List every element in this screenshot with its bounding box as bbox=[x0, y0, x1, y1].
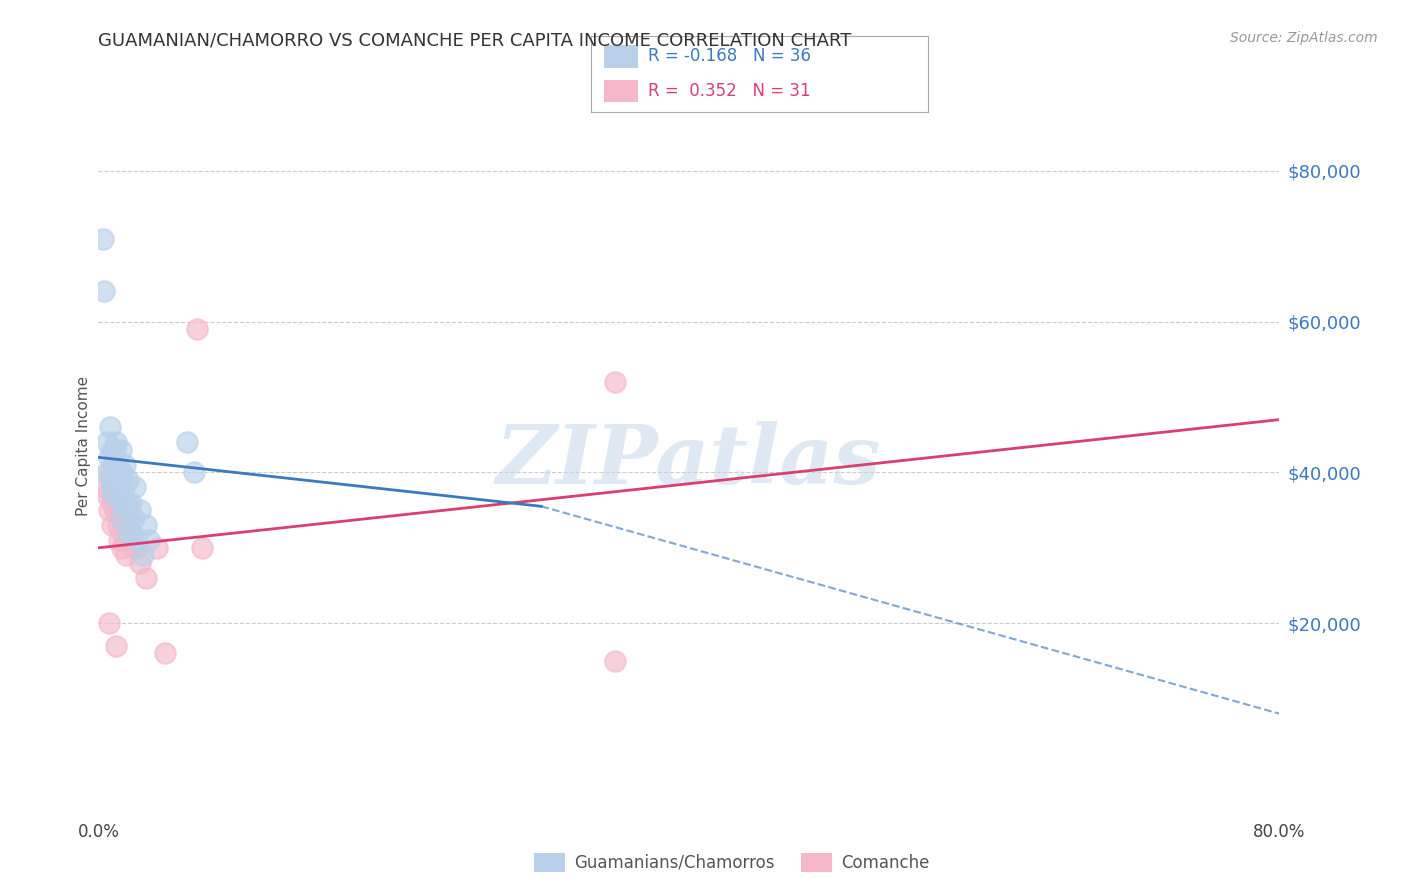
Point bbox=[111, 541, 134, 555]
Point bbox=[97, 450, 120, 465]
Point bbox=[98, 473, 121, 487]
Point bbox=[96, 488, 118, 502]
Point bbox=[97, 503, 120, 517]
Point bbox=[112, 518, 135, 533]
Point bbox=[107, 466, 129, 480]
Point bbox=[122, 510, 145, 524]
Point bbox=[605, 375, 627, 389]
Point bbox=[96, 466, 118, 480]
Text: GUAMANIAN/CHAMORRO VS COMANCHE PER CAPITA INCOME CORRELATION CHART: GUAMANIAN/CHAMORRO VS COMANCHE PER CAPIT… bbox=[98, 31, 852, 49]
Point bbox=[105, 435, 128, 450]
Point bbox=[183, 466, 205, 480]
Point bbox=[117, 525, 139, 540]
Point bbox=[100, 442, 122, 457]
Point bbox=[118, 503, 141, 517]
Point bbox=[115, 495, 138, 509]
Point bbox=[135, 518, 157, 533]
Text: R =  0.352   N = 31: R = 0.352 N = 31 bbox=[648, 82, 810, 100]
Y-axis label: Per Capita Income: Per Capita Income bbox=[76, 376, 91, 516]
Text: Source: ZipAtlas.com: Source: ZipAtlas.com bbox=[1230, 31, 1378, 45]
Point bbox=[117, 510, 139, 524]
Point bbox=[93, 480, 115, 494]
Point bbox=[128, 556, 150, 570]
Point bbox=[98, 420, 121, 434]
Point bbox=[191, 541, 214, 555]
Point bbox=[176, 435, 198, 450]
Point bbox=[110, 510, 132, 524]
Point bbox=[186, 322, 208, 336]
Point bbox=[100, 480, 122, 494]
Point bbox=[110, 442, 132, 457]
Point bbox=[104, 442, 127, 457]
Text: Guamanians/Chamorros: Guamanians/Chamorros bbox=[574, 854, 775, 871]
Point bbox=[107, 518, 129, 533]
Point bbox=[110, 510, 132, 524]
Point bbox=[108, 488, 131, 502]
Point bbox=[100, 518, 122, 533]
Text: ZIPatlas: ZIPatlas bbox=[496, 421, 882, 500]
Point bbox=[605, 654, 627, 668]
Point bbox=[111, 466, 134, 480]
Point bbox=[114, 458, 136, 472]
Point bbox=[91, 232, 114, 246]
Point bbox=[114, 533, 136, 548]
Point bbox=[105, 639, 128, 653]
Text: Comanche: Comanche bbox=[841, 854, 929, 871]
Point bbox=[98, 466, 121, 480]
Point bbox=[103, 488, 125, 502]
Bar bbox=[605, 45, 638, 68]
Point bbox=[121, 525, 143, 540]
Text: R = -0.168   N = 36: R = -0.168 N = 36 bbox=[648, 47, 811, 65]
Point bbox=[125, 533, 148, 548]
Point bbox=[96, 435, 118, 450]
Point bbox=[117, 473, 139, 487]
Point bbox=[146, 541, 169, 555]
Point bbox=[108, 533, 131, 548]
Point bbox=[111, 495, 134, 509]
Point bbox=[120, 495, 142, 509]
Point bbox=[132, 549, 155, 563]
Point bbox=[125, 541, 148, 555]
Point bbox=[115, 549, 138, 563]
Point bbox=[103, 488, 125, 502]
Point bbox=[103, 458, 125, 472]
Point bbox=[135, 571, 157, 585]
Point bbox=[105, 495, 128, 509]
Point bbox=[120, 525, 142, 540]
Bar bbox=[605, 79, 638, 103]
Point bbox=[124, 480, 146, 494]
Point bbox=[122, 541, 145, 555]
Point bbox=[111, 525, 134, 540]
Point bbox=[104, 503, 127, 517]
Point bbox=[97, 616, 120, 631]
Point bbox=[100, 495, 122, 509]
Point bbox=[138, 533, 160, 548]
Point bbox=[93, 285, 115, 299]
Point bbox=[112, 480, 135, 494]
Point bbox=[128, 503, 150, 517]
Point bbox=[153, 646, 176, 660]
